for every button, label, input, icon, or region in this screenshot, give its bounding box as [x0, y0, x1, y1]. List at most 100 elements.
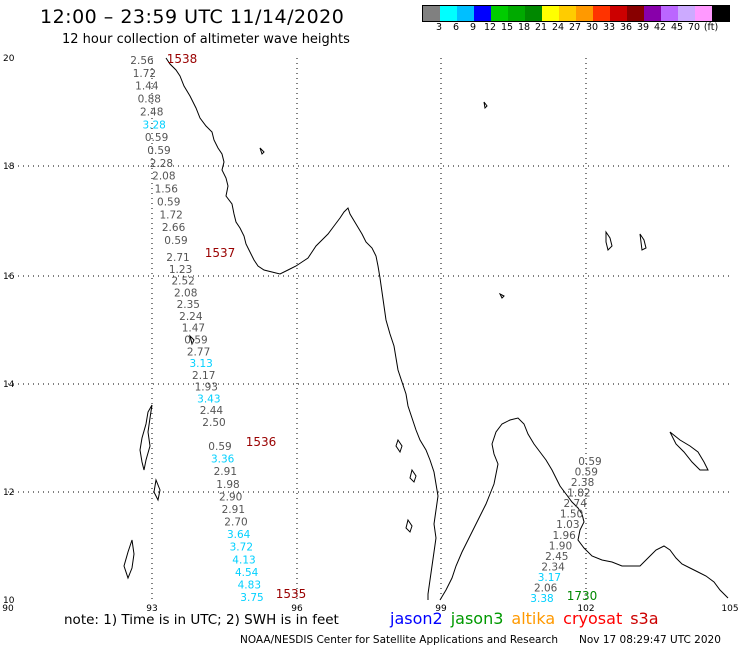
wave-height-value: 2.06 [534, 582, 558, 594]
lat-label: 14 [3, 380, 15, 390]
scale-swatch [576, 6, 593, 21]
scale-swatch [491, 6, 508, 21]
wave-height-value: 3.36 [211, 454, 235, 466]
legend-item-altika: altika [511, 609, 556, 628]
wave-height-value: 0.59 [157, 196, 180, 208]
scale-swatch [508, 6, 525, 21]
page-subtitle: 12 hour collection of altimeter wave hei… [62, 32, 350, 47]
scale-label: 18 [517, 22, 531, 33]
lat-label: 12 [3, 488, 14, 498]
scale-swatch [678, 6, 695, 21]
legend-item-jason2: jason2 [390, 609, 443, 628]
wave-height-value: 2.08 [152, 171, 175, 183]
wave-height-value: 2.52 [171, 276, 194, 288]
wave-height-value: 2.90 [219, 491, 242, 503]
wave-height-value: 4.13 [232, 554, 255, 566]
wave-height-labels: 2.561.721.440.882.483.280.590.592.282.08… [130, 52, 601, 605]
wave-height-value: 3.64 [227, 529, 251, 541]
color-scale-bar [422, 5, 730, 22]
wave-height-value: 0.88 [138, 94, 161, 106]
wave-height-value: 2.71 [166, 252, 189, 264]
wave-height-value: 2.08 [174, 287, 197, 299]
wave-height-value: 2.66 [162, 222, 186, 234]
track-time-label: 1536 [246, 435, 277, 449]
wave-height-value: 4.54 [235, 567, 259, 579]
scale-swatch [423, 6, 440, 21]
wave-height-value: 2.50 [202, 417, 225, 429]
wave-height-value: 1.47 [182, 323, 205, 335]
lat-label: 10 [3, 596, 15, 606]
track-time-label: 1730 [567, 589, 598, 603]
wave-height-value: 2.48 [140, 106, 163, 118]
lon-label: 90 [2, 604, 14, 614]
scale-label: 6 [452, 22, 460, 33]
legend-item-cryosat: cryosat [563, 609, 623, 628]
scale-swatch [627, 6, 644, 21]
scale-label: 42 [653, 22, 667, 33]
scale-label: 30 [585, 22, 599, 33]
scale-label: 70 [687, 22, 701, 33]
satellite-legend: jason2 jason3 altika cryosat s3a [390, 609, 667, 628]
wave-height-value: 2.70 [224, 517, 247, 529]
wave-height-value: 1.98 [216, 479, 239, 491]
wave-height-value: 2.56 [130, 55, 154, 67]
wave-height-value: 2.35 [177, 299, 200, 311]
color-scale-labels: 3 6 9 12 15 18 21 24 27 30 33 36 39 42 45 70 (ft) [422, 22, 740, 36]
wave-height-value: 1.72 [133, 68, 156, 80]
wave-height-value: 0.59 [164, 235, 187, 247]
wave-height-value: 0.59 [208, 441, 231, 453]
wave-height-value: 3.38 [530, 593, 553, 605]
wave-height-value: 3.75 [240, 592, 263, 604]
wave-height-value: 2.45 [545, 551, 568, 563]
scale-swatch [542, 6, 559, 21]
scale-swatch [695, 6, 712, 21]
wave-height-value: 1.23 [169, 264, 192, 276]
lon-label: 93 [146, 604, 157, 614]
scale-label: 21 [534, 22, 548, 33]
scale-label: 3 [435, 22, 443, 33]
scale-swatch [457, 6, 474, 21]
wave-height-value: 1.90 [549, 540, 572, 552]
wave-height-value: 0.59 [147, 145, 170, 157]
wave-height-value: 2.38 [571, 477, 594, 489]
scale-label: 24 [551, 22, 565, 33]
wave-height-value: 4.83 [238, 579, 261, 591]
lon-label: 102 [577, 604, 594, 614]
lat-label: 18 [3, 162, 15, 172]
scale-swatch [712, 6, 729, 21]
footer-note: note: 1) Time is in UTC; 2) SWH is in fe… [64, 612, 339, 628]
wave-height-value: 2.24 [179, 311, 203, 323]
scale-swatch [593, 6, 610, 21]
legend-item-jason3: jason3 [450, 609, 504, 628]
scale-label: 15 [500, 22, 514, 33]
wave-height-value: 0.59 [184, 335, 207, 347]
wave-height-value: 0.59 [575, 467, 598, 479]
wave-height-value: 3.13 [189, 358, 212, 370]
scale-label: (ft) [703, 22, 719, 33]
credit-text: NOAA/NESDIS Center for Satellite Applica… [240, 634, 558, 646]
wave-height-value: 2.28 [150, 158, 173, 170]
wave-height-value: 3.17 [538, 572, 561, 584]
scale-swatch [644, 6, 661, 21]
wave-height-value: 1.93 [195, 382, 218, 394]
wave-height-value: 1.82 [567, 488, 590, 500]
wave-height-value: 2.44 [200, 405, 224, 417]
legend-item-s3a: s3a [630, 609, 659, 628]
scale-swatch [525, 6, 542, 21]
wave-height-value: 1.03 [556, 519, 579, 531]
wave-height-value: 1.44 [135, 81, 159, 93]
wave-height-value: 0.59 [145, 132, 168, 144]
lon-label: 105 [721, 604, 738, 614]
scale-label: 33 [602, 22, 616, 33]
scale-swatch [661, 6, 678, 21]
scale-label: 9 [469, 22, 477, 33]
track-time-label: 1535 [276, 587, 307, 601]
wave-height-value: 3.43 [197, 393, 220, 405]
scale-label: 39 [636, 22, 650, 33]
scale-swatch [440, 6, 457, 21]
track-time-label: 1537 [205, 246, 236, 260]
track-time-label: 1538 [167, 52, 198, 66]
scale-swatch [474, 6, 491, 21]
